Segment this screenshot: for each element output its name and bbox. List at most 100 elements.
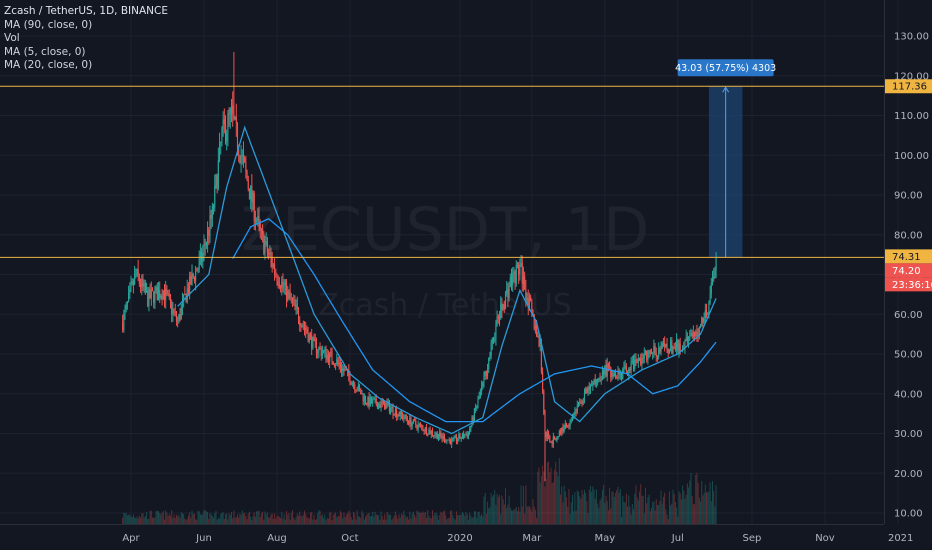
candle-body xyxy=(635,359,637,363)
legend-ma-90[interactable]: MA (90, close, 0) xyxy=(4,18,93,31)
volume-bar xyxy=(580,498,582,524)
time-axis[interactable]: Apr Jun Aug Oct 2020 Mar May Jul Sep Nov 2021 xyxy=(122,533,913,544)
volume-bar xyxy=(635,485,637,524)
candle-body xyxy=(213,206,215,208)
volume-bar xyxy=(361,510,363,524)
candle-body xyxy=(392,406,394,415)
volume-bar xyxy=(213,517,215,524)
volume-bar xyxy=(338,515,340,524)
candle-body xyxy=(451,438,453,445)
volume-bar xyxy=(470,515,472,524)
volume-bar xyxy=(451,510,453,524)
candle-body xyxy=(196,270,198,272)
candle-body xyxy=(162,290,164,300)
candle-body xyxy=(655,353,657,357)
volume-bar xyxy=(336,517,338,524)
volume-bar xyxy=(402,514,404,524)
volume-bar xyxy=(616,489,618,524)
volume-bar xyxy=(325,519,327,524)
candle-body xyxy=(324,348,326,351)
candle-body xyxy=(513,271,515,274)
volume-bar xyxy=(641,495,643,524)
candle-body xyxy=(169,296,172,303)
volume-bar xyxy=(217,517,219,524)
candle-body xyxy=(525,288,527,300)
legend-ma-20[interactable]: MA (20, close, 0) xyxy=(4,59,93,71)
candle-body xyxy=(434,435,436,436)
candle-body xyxy=(415,420,417,426)
candle-body xyxy=(130,284,132,289)
candle-body xyxy=(276,273,278,282)
volume-bar xyxy=(268,517,270,524)
candle-body xyxy=(191,273,193,285)
volume-bar xyxy=(634,493,636,524)
candle-body xyxy=(230,105,233,109)
candle-body xyxy=(589,385,592,390)
candle-body xyxy=(685,336,687,341)
volume-bar xyxy=(476,517,478,524)
candle-body xyxy=(208,229,210,237)
candle-body xyxy=(598,377,600,379)
volume-bar xyxy=(542,465,544,524)
volume-bar xyxy=(306,517,308,524)
volume-bar xyxy=(281,512,283,524)
candle-body xyxy=(352,382,355,385)
volume-bar xyxy=(418,512,420,524)
volume-bar xyxy=(552,482,554,524)
horizontal-levels[interactable] xyxy=(0,85,884,258)
candle-body xyxy=(199,251,201,259)
volume-bar xyxy=(175,514,177,524)
candle-body xyxy=(250,185,252,200)
candle-body xyxy=(659,348,661,353)
candle-body xyxy=(295,304,297,307)
volume-bar xyxy=(709,482,711,524)
candle-body xyxy=(183,294,185,301)
volume-bar xyxy=(196,519,198,524)
candle-body xyxy=(252,192,254,203)
candle-body xyxy=(593,379,595,383)
legend-volume[interactable]: Vol xyxy=(4,32,20,44)
candle-body xyxy=(558,431,560,437)
volume-bar xyxy=(195,519,197,524)
volume-bar xyxy=(639,491,641,524)
price-tick-label: 30.00 xyxy=(894,429,923,440)
price-range-measure[interactable]: 43.03 (57.75%) 4303 xyxy=(675,59,776,258)
volume-bar xyxy=(353,511,355,524)
candle-body xyxy=(492,338,495,340)
volume-bar xyxy=(458,515,460,524)
candle-body xyxy=(323,350,325,353)
volume-bar xyxy=(666,514,668,524)
price-tick-label: 90.00 xyxy=(894,191,923,202)
candle-body xyxy=(307,333,309,342)
candle-body xyxy=(363,396,365,402)
volume-bar xyxy=(404,514,406,524)
volume-bar xyxy=(124,513,126,524)
volume-bar xyxy=(239,513,241,524)
volume-bar xyxy=(235,517,237,524)
candle-body xyxy=(658,348,660,357)
candle-body xyxy=(606,364,608,377)
volume-bar xyxy=(648,494,650,524)
volume-bar xyxy=(601,489,603,524)
legend-ma-5[interactable]: MA (5, close, 0) xyxy=(4,45,86,58)
volume-bar xyxy=(604,502,606,524)
price-tick-label: 40.00 xyxy=(894,389,923,400)
volume-bar xyxy=(303,510,305,524)
candle-body xyxy=(692,332,694,337)
legend-symbol[interactable]: Zcash / TetherUS, 1D, BINANCE xyxy=(4,5,169,17)
volume-bar xyxy=(199,514,201,524)
candle-body xyxy=(174,311,176,313)
candle-body xyxy=(167,293,169,295)
volume-bar xyxy=(469,512,471,524)
volume-bar xyxy=(672,489,674,524)
candle-body xyxy=(520,262,522,265)
candle-body xyxy=(531,301,533,312)
candle-body xyxy=(440,432,442,436)
volume-bar xyxy=(452,514,454,524)
volume-bar xyxy=(207,512,209,524)
candle-body xyxy=(559,431,562,434)
candle-body xyxy=(168,294,170,297)
candle-body xyxy=(144,283,146,293)
